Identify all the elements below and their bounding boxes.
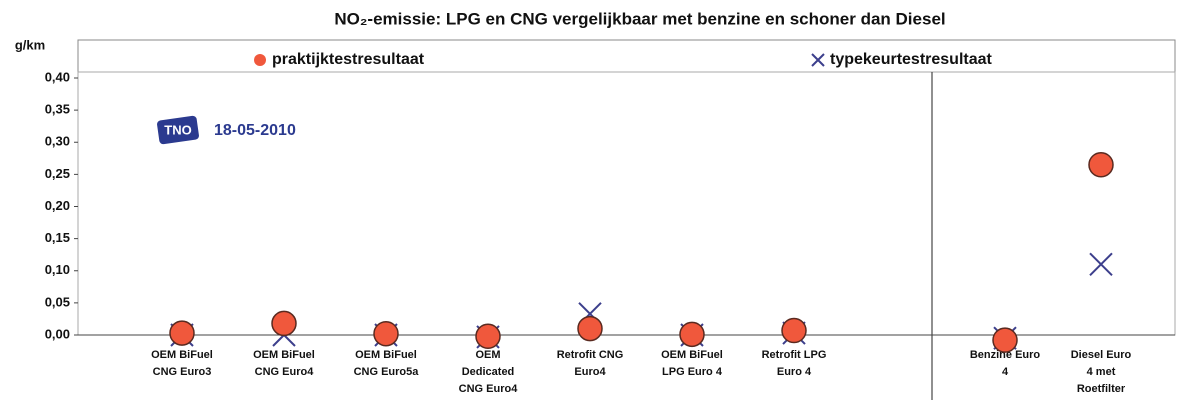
x-tick-label-line: OEM BiFuel bbox=[151, 349, 213, 361]
x-tick-label: Retrofit CNG Euro4 bbox=[557, 349, 624, 378]
x-tick-label-line: Retrofit CNG bbox=[557, 349, 624, 361]
x-tick-label: OEM BiFuel CNG Euro4 bbox=[253, 349, 315, 378]
x-tick-label-line: LPG Euro 4 bbox=[662, 366, 723, 378]
y-tick-label: 0,30 bbox=[45, 134, 70, 149]
y-tick-label: 0,35 bbox=[45, 102, 70, 117]
x-tick-label-line: Roetfilter bbox=[1077, 383, 1126, 395]
legend-box bbox=[77, 39, 1176, 73]
x-tick-label-line: Benzine Euro bbox=[970, 349, 1041, 361]
x-tick-label: Diesel Euro 4 met Roetfilter bbox=[1071, 349, 1132, 395]
y-tick-label: 0,05 bbox=[45, 294, 70, 309]
x-tick-label-line: OEM bbox=[475, 349, 500, 361]
legend-label: typekeurtestresultaat bbox=[830, 51, 993, 68]
y-tick-label: 0,15 bbox=[45, 230, 70, 245]
y-tick-label: 0,20 bbox=[45, 198, 70, 213]
point bbox=[1088, 151, 1114, 178]
point bbox=[169, 320, 195, 346]
point bbox=[373, 320, 399, 347]
x-tick-label-line: CNG Euro4 bbox=[459, 383, 519, 395]
point bbox=[577, 315, 603, 342]
x-tick-label: OEM BiFuel LPG Euro 4 bbox=[661, 349, 723, 378]
x-tick-label-line: CNG Euro4 bbox=[255, 366, 315, 378]
x-tick-label: Retrofit LPG Euro 4 bbox=[762, 349, 827, 378]
y-tick-label: 0,00 bbox=[45, 326, 70, 341]
point bbox=[781, 317, 807, 344]
point bbox=[271, 310, 297, 337]
point bbox=[1089, 252, 1113, 277]
y-tick-label: 0,10 bbox=[45, 262, 70, 277]
x-tick-label-line: Dedicated bbox=[462, 366, 515, 378]
x-tick-label-line: Diesel Euro bbox=[1071, 349, 1132, 361]
x-tick-label: OEM BiFuel CNG Euro5a bbox=[354, 349, 420, 378]
y-tick-label: 0,25 bbox=[45, 166, 70, 181]
x-tick-label-line: 4 bbox=[1002, 366, 1009, 378]
logo-text: TNO bbox=[164, 122, 191, 137]
x-tick-label: Benzine Euro 4 bbox=[970, 349, 1041, 378]
x-tick-label-line: OEM BiFuel bbox=[253, 349, 315, 361]
annotation: 18-05-2010 bbox=[214, 122, 296, 139]
x-tick-label: OEM BiFuel CNG Euro3 bbox=[151, 349, 213, 378]
point bbox=[475, 323, 501, 350]
x-tick-label-line: Euro 4 bbox=[777, 366, 812, 378]
x-tick-label-line: Retrofit LPG bbox=[762, 349, 827, 361]
y-tick-label: 0,40 bbox=[45, 69, 70, 84]
x-tick-label: OEM Dedicated CNG Euro4 bbox=[459, 349, 519, 395]
legend-marker bbox=[811, 53, 825, 67]
x-tick-label-line: OEM BiFuel bbox=[355, 349, 417, 361]
legend-label: praktijktestresultaat bbox=[272, 51, 425, 68]
plot-area bbox=[77, 71, 1176, 336]
x-tick-label-line: Euro4 bbox=[574, 366, 606, 378]
legend-marker bbox=[254, 54, 266, 66]
x-tick-label-line: 4 met bbox=[1087, 366, 1116, 378]
logo: TNO bbox=[157, 115, 199, 145]
x-tick-label-line: CNG Euro3 bbox=[153, 366, 212, 378]
point bbox=[679, 321, 705, 348]
y-axis-label: g/km bbox=[15, 37, 45, 52]
x-tick-label-line: OEM BiFuel bbox=[661, 349, 723, 361]
chart-title: NO₂-emissie: LPG en CNG vergelijkbaar me… bbox=[334, 9, 945, 28]
x-tick-label-line: CNG Euro5a bbox=[354, 366, 420, 378]
point bbox=[992, 327, 1018, 353]
